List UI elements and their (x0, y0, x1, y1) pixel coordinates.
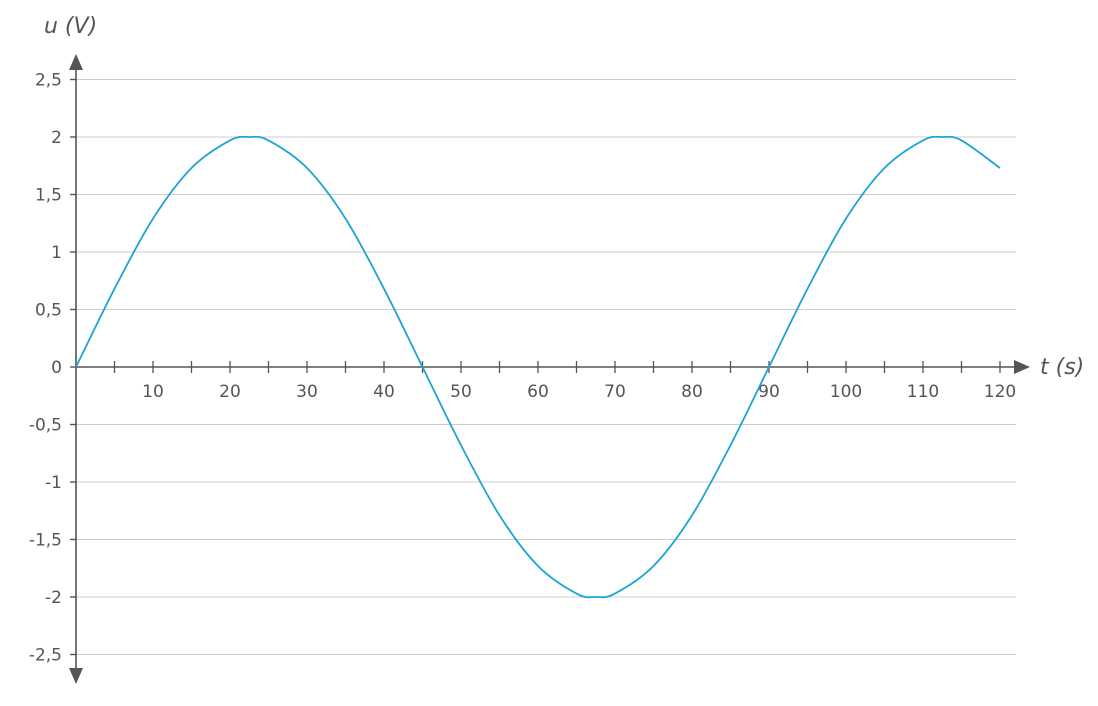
series-line (75, 135, 1001, 599)
y-tick-label: 1 (51, 243, 62, 263)
x-tick-label: 110 (907, 382, 939, 402)
grid-lines (76, 79, 1016, 655)
y-tick-label: -1,5 (29, 531, 62, 551)
x-tick-label: 20 (219, 382, 241, 402)
x-tick-label: 80 (681, 382, 703, 402)
series-layer (75, 135, 1001, 599)
y-tick-label: 0 (51, 358, 62, 378)
y-tick-label: -2 (45, 588, 62, 608)
x-tick-label: 60 (527, 382, 549, 402)
x-tick-label: 120 (984, 382, 1016, 402)
y-axis-title: u (V) (44, 14, 97, 39)
x-tick-label: 50 (450, 382, 472, 402)
y-tick-label: 2,5 (35, 71, 62, 91)
x-axis-arrow (1014, 360, 1030, 374)
y-tick-label: 1,5 (35, 186, 62, 206)
y-ticks: 2,5 2 1,5 1 0,5 0 -0,5 -1 -1,5 -2 -2,5 (29, 71, 76, 666)
x-tick-label: 40 (373, 382, 395, 402)
x-tick-label: 70 (604, 382, 626, 402)
x-tick-label: 30 (296, 382, 318, 402)
x-tick-label: 10 (142, 382, 164, 402)
x-axis-title: t (s) (1040, 355, 1084, 380)
x-tick-label: 100 (830, 382, 862, 402)
x-tick-label: 90 (758, 382, 780, 402)
y-axis-arrow-up (69, 54, 83, 70)
y-tick-label: 2 (51, 128, 62, 148)
y-tick-label: -1 (45, 473, 62, 493)
y-tick-label: -2,5 (29, 646, 62, 666)
y-axis-arrow-down (69, 668, 83, 684)
axes (69, 54, 1030, 684)
y-tick-label: -0,5 (29, 416, 62, 436)
y-tick-label: 0,5 (35, 301, 62, 321)
x-ticks: 10 20 30 40 50 60 70 80 90 100 110 120 (113, 361, 1016, 402)
